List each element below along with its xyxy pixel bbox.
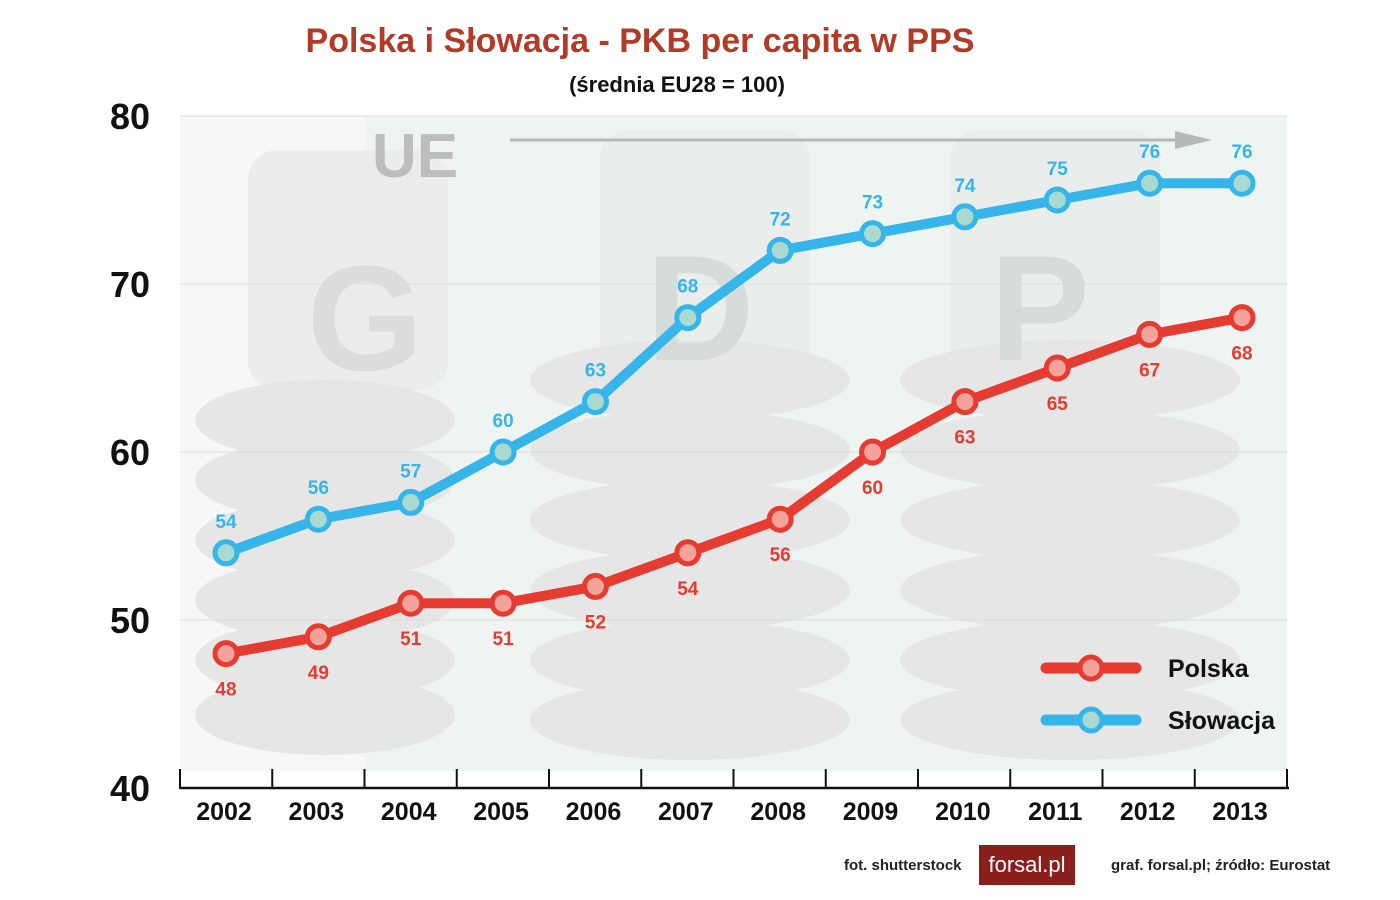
y-tick-label-60: 60 (110, 432, 150, 473)
data-label-1-10: 76 (1139, 142, 1160, 163)
data-label-0-0: 48 (215, 680, 236, 701)
axes: 40 50 60 70 80 2002 2003 2004 2005 2006 2007 2008 20… (110, 96, 1289, 826)
data-label-0-11: 68 (1231, 344, 1252, 365)
point-0-5 (674, 539, 702, 567)
bg-arrow-head (1175, 131, 1212, 149)
y-tick-label-40: 40 (110, 768, 150, 809)
point-1-0 (212, 539, 240, 567)
legend-label-0: Polska (1168, 655, 1250, 683)
point-1-6 (766, 236, 794, 264)
y-tick-label-80: 80 (110, 96, 150, 137)
data-label-1-9: 75 (1047, 159, 1069, 180)
x-tick-label-2007: 2007 (658, 798, 714, 826)
data-label-0-4: 52 (585, 612, 606, 633)
data-label-1-4: 63 (585, 361, 606, 382)
point-1-7 (859, 220, 887, 248)
data-label-0-6: 56 (770, 545, 791, 566)
point-1-9 (1043, 186, 1071, 214)
point-0-10 (1136, 320, 1164, 348)
point-1-10 (1136, 169, 1164, 197)
chart-background: G D P UE (180, 116, 1287, 771)
data-label-1-1: 56 (308, 478, 329, 499)
point-0-6 (766, 505, 794, 533)
data-label-0-2: 51 (400, 629, 422, 650)
point-0-1 (304, 623, 332, 651)
data-label-1-0: 54 (215, 512, 237, 533)
chart-subtitle: (średnia EU28 = 100) (569, 72, 785, 97)
x-tick-label-2005: 2005 (473, 798, 529, 826)
photo-credit: fot. shutterstock (844, 857, 962, 874)
data-label-0-7: 60 (862, 478, 883, 499)
data-label-1-3: 60 (493, 411, 514, 432)
data-label-0-3: 51 (493, 629, 515, 650)
point-1-11 (1228, 169, 1256, 197)
source-credit: graf. forsal.pl; źródło: Eurostat (1111, 857, 1331, 874)
point-1-4 (581, 388, 609, 416)
point-1-8 (951, 203, 979, 231)
y-tick-label-50: 50 (110, 600, 150, 641)
legend-label-1: Słowacja (1168, 707, 1276, 735)
data-label-1-6: 72 (770, 209, 791, 230)
data-label-0-10: 67 (1139, 360, 1160, 381)
forsal-logo[interactable]: forsal.pl (979, 845, 1075, 885)
bg-letter-g: G (307, 234, 424, 402)
x-tick-label-2009: 2009 (843, 798, 899, 826)
legend-marker-1 (1077, 706, 1105, 734)
data-label-1-11: 76 (1231, 142, 1252, 163)
x-tick-label-2013: 2013 (1212, 798, 1268, 826)
data-label-1-2: 57 (400, 461, 421, 482)
point-1-1 (304, 505, 332, 533)
x-tick-label-2011: 2011 (1028, 798, 1082, 826)
data-label-1-5: 68 (677, 277, 698, 298)
legend: Polska Słowacja (1040, 654, 1276, 735)
point-0-7 (859, 438, 887, 466)
point-0-9 (1043, 354, 1071, 382)
chart-title: Polska i Słowacja - PKB per capita w PPS (305, 22, 975, 60)
point-0-0 (212, 640, 240, 668)
point-0-3 (489, 589, 517, 617)
x-tick-label-2004: 2004 (381, 798, 437, 826)
data-label-0-5: 54 (677, 579, 699, 600)
data-label-1-7: 73 (862, 193, 883, 214)
data-label-1-8: 74 (954, 176, 976, 197)
series-layer: 48 49 51 51 52 54 56 60 63 65 67 68 54 56 57 60 63 68 72 73… (212, 142, 1256, 701)
point-0-4 (581, 572, 609, 600)
x-tick-label-2012: 2012 (1120, 798, 1176, 826)
point-1-3 (489, 438, 517, 466)
point-0-2 (397, 589, 425, 617)
data-label-0-1: 49 (308, 663, 329, 684)
x-tick-label-2008: 2008 (750, 798, 806, 826)
y-tick-label-70: 70 (110, 264, 150, 305)
series-line-1 (221, 178, 1247, 558)
data-label-0-9: 65 (1047, 394, 1069, 415)
legend-marker-0 (1077, 654, 1105, 682)
data-label-0-8: 63 (954, 428, 975, 449)
x-tick-label-2010: 2010 (935, 798, 991, 826)
x-tick-label-2003: 2003 (289, 798, 345, 826)
x-tick-label-2006: 2006 (566, 798, 622, 826)
point-0-11 (1228, 304, 1256, 332)
bg-text-ue: UE (372, 122, 458, 191)
point-0-8 (951, 388, 979, 416)
x-tick-label-2002: 2002 (196, 798, 252, 826)
series-line-0 (221, 312, 1247, 659)
point-1-5 (674, 304, 702, 332)
point-1-2 (397, 488, 425, 516)
